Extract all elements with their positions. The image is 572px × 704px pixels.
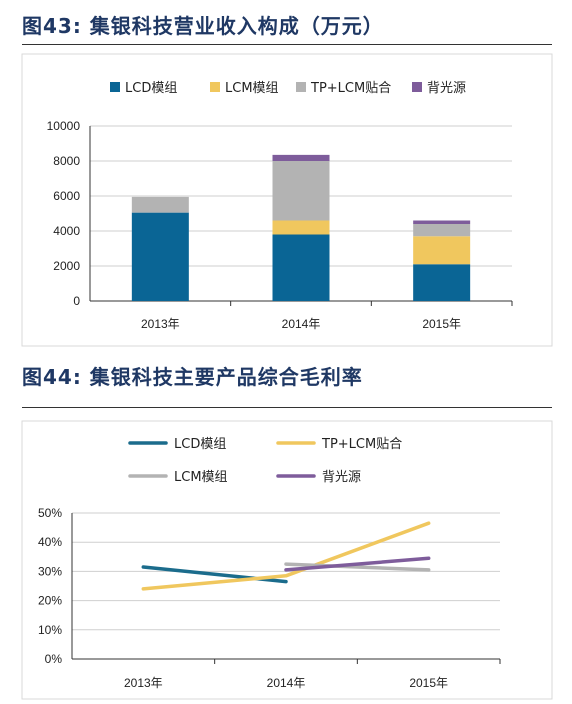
figure-43-rule [22, 44, 552, 45]
bar-segment [413, 236, 471, 265]
x-tick-label: 2014年 [267, 676, 306, 690]
legend-label: LCM模组 [225, 81, 279, 96]
bar-segment [413, 220, 471, 224]
series-line [284, 562, 431, 572]
y-tick-label: 2000 [53, 259, 80, 273]
legend-label: 背光源 [427, 81, 466, 96]
figure-43-title: 图43: 集银科技营业收入构成（万元） [22, 14, 384, 38]
legend-swatch [296, 82, 306, 92]
y-tick-label: 10000 [47, 119, 81, 133]
chart-area-border [21, 420, 553, 700]
chart-area-border [21, 53, 553, 347]
bar-segment [131, 196, 189, 213]
legend-label: LCM模组 [174, 470, 228, 485]
figure-44-title: 图44: 集银科技主要产品综合毛利率 [22, 365, 363, 389]
y-tick-label: 20% [38, 594, 62, 608]
y-tick-label: 30% [38, 564, 62, 578]
y-tick-label: 0 [73, 294, 80, 308]
legend-label: LCD模组 [174, 437, 226, 452]
series-line [284, 556, 431, 572]
y-tick-label: 40% [38, 535, 62, 549]
legend-label: TP+LCM贴合 [321, 437, 402, 452]
legend-label: 背光源 [322, 470, 361, 485]
bar-segment [413, 224, 471, 237]
legend-label: TP+LCM贴合 [310, 81, 391, 96]
series-line [141, 521, 431, 591]
figure-44-rule [22, 407, 552, 408]
y-tick-label: 6000 [53, 189, 80, 203]
legend-label: LCD模组 [125, 81, 177, 96]
y-tick-label: 0% [45, 652, 63, 666]
revenue-stacked-bar-chart: 0 2000 4000 6000 8000 10000 2013年 2014年 2015年 LCD… [21, 53, 553, 347]
y-tick-label: 4000 [53, 224, 80, 238]
y-tick-label: 10% [38, 623, 62, 637]
x-tick-label: 2014年 [282, 317, 321, 331]
legend-swatch [412, 82, 422, 92]
x-tick-label: 2015年 [422, 317, 461, 331]
legend-swatch [210, 82, 220, 92]
y-tick-label: 8000 [53, 154, 80, 168]
legend-swatch [110, 82, 120, 92]
bar-segment [272, 154, 330, 161]
x-tick-label: 2013年 [124, 676, 163, 690]
bar-segment [131, 212, 189, 301]
y-tick-label: 50% [38, 506, 62, 520]
bar-segment [272, 220, 330, 235]
x-tick-label: 2013年 [141, 317, 180, 331]
bar-segment [272, 234, 330, 301]
x-tick-label: 2015年 [409, 676, 448, 690]
bar-segment [272, 161, 330, 221]
bar-segment [413, 264, 471, 301]
